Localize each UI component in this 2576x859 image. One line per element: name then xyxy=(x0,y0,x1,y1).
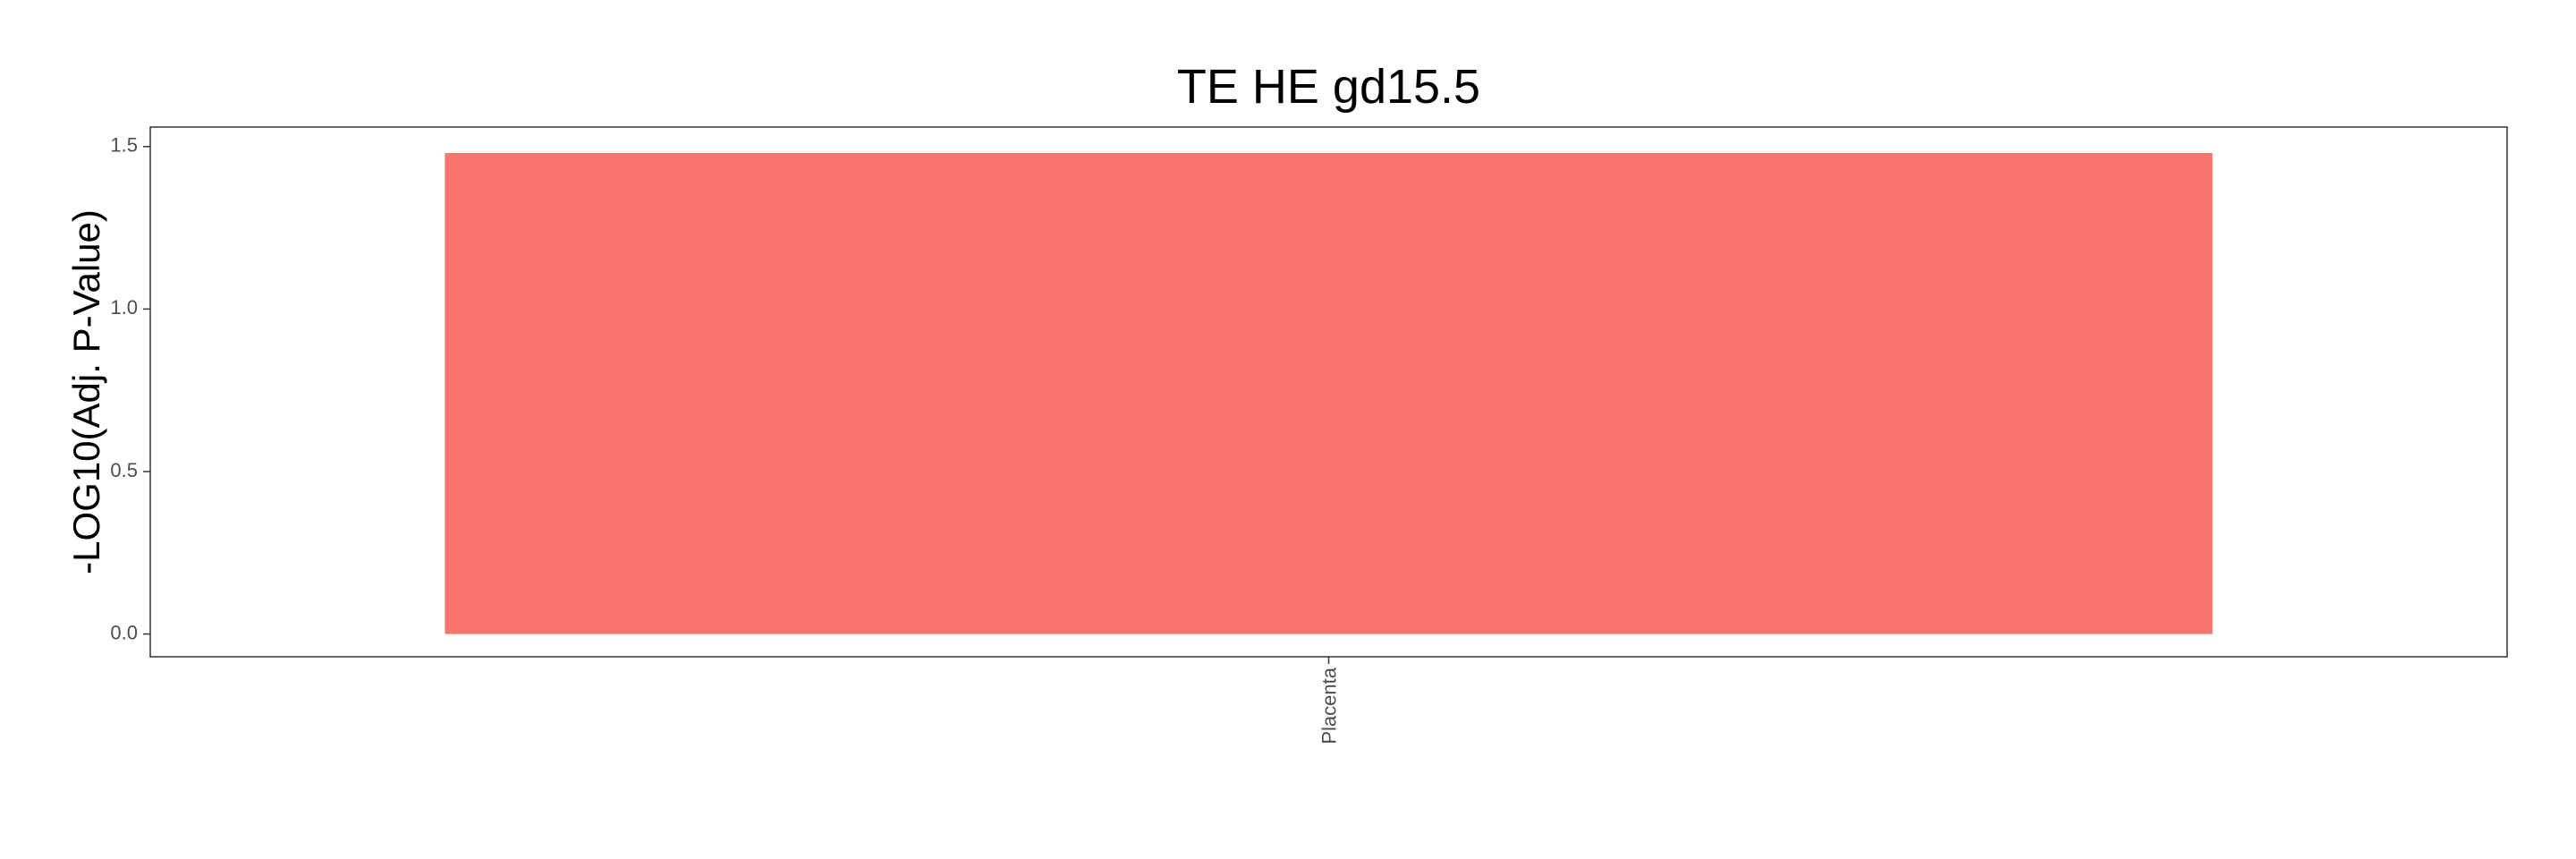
x-tick-label: Placenta xyxy=(1318,667,1341,744)
y-tick-label: 0.0 xyxy=(110,621,138,643)
y-axis: 0.0 0.5 1.0 1.5 xyxy=(110,134,150,643)
y-tick-label: 0.5 xyxy=(110,459,138,481)
x-axis: Placenta xyxy=(1318,657,1341,744)
bar xyxy=(445,153,2213,634)
y-axis-title: -LOG10(Adj. P-Value) xyxy=(65,209,107,574)
chart-title: TE HE gd15.5 xyxy=(1177,60,1480,114)
bars-layer xyxy=(445,153,2213,634)
y-tick-label: 1.0 xyxy=(110,296,138,319)
y-tick-label: 1.5 xyxy=(110,134,138,157)
